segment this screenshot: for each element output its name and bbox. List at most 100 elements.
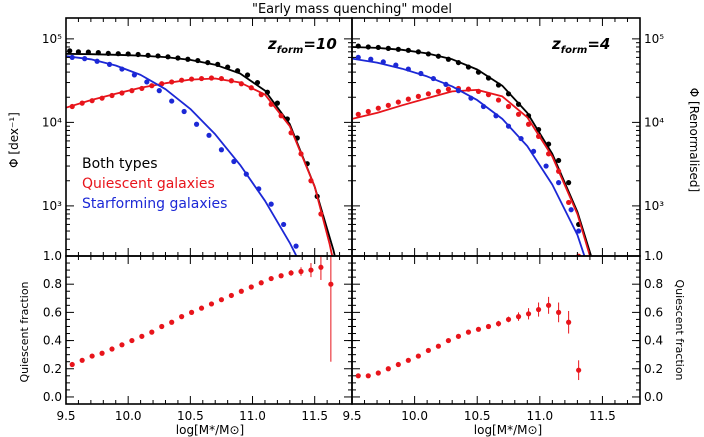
data-point-quiescent-fraction [69, 361, 75, 368]
data-point-quiescent-fraction [455, 333, 462, 339]
y-tick-label: 0.0 [644, 390, 663, 404]
data-point-quiescent-galaxies [485, 92, 492, 98]
data-point-both-types [405, 47, 411, 53]
y-axis-label-right-bottom: Quiescent fraction [673, 279, 686, 380]
data-point-starforming-galaxies [380, 59, 386, 65]
data-point-starforming-galaxies [281, 221, 287, 228]
panel-frame [351, 255, 641, 405]
data-point-quiescent-fraction [535, 306, 542, 313]
data-point-quiescent-fraction [129, 337, 135, 344]
legend-item-quiescent: Quiescent galaxies [82, 176, 215, 192]
data-point-starforming-galaxies [231, 158, 237, 165]
data-point-quiescent-galaxies [238, 81, 244, 87]
y-tick-label: 1.0 [43, 249, 62, 263]
y-tick-label: 0.8 [644, 277, 663, 291]
panel-top-right: 10³ 10⁴ 10⁵ [351, 17, 664, 257]
data-point-both-types [105, 50, 111, 57]
data-point-quiescent-galaxies [395, 99, 401, 105]
data-point-quiescent-galaxies [525, 121, 532, 127]
x-tick-label: 10.0 [401, 409, 428, 423]
data-point-starforming-galaxies [193, 121, 200, 127]
data-point-starforming-galaxies [543, 163, 549, 169]
data-point-quiescent-fraction [238, 288, 244, 294]
data-point-quiescent-galaxies [475, 88, 482, 94]
data-point-starforming-galaxies [82, 56, 88, 62]
data-point-quiescent-fraction [566, 319, 572, 325]
data-point-quiescent-galaxies [159, 81, 165, 87]
data-point-quiescent-fraction [208, 301, 215, 307]
data-point-both-types [535, 126, 542, 133]
data-point-quiescent-galaxies [505, 103, 512, 110]
data-point-quiescent-fraction [465, 329, 472, 335]
data-point-starforming-galaxies [518, 135, 524, 142]
data-point-quiescent-fraction [485, 323, 492, 330]
data-point-both-types [125, 51, 131, 57]
x-tick-label: 11.0 [239, 409, 266, 423]
data-point-quiescent-fraction [576, 367, 582, 373]
data-point-both-types [395, 46, 401, 52]
data-point-quiescent-galaxies [308, 178, 314, 184]
y-tick-label: 0.4 [644, 334, 663, 348]
data-point-quiescent-fraction [308, 267, 314, 273]
data-point-quiescent-fraction [179, 314, 185, 320]
data-point-starforming-galaxies [106, 61, 113, 67]
data-point-both-types [375, 44, 381, 51]
data-point-both-types [175, 55, 181, 61]
data-point-quiescent-fraction [495, 321, 502, 327]
data-point-quiescent-galaxies [556, 168, 562, 174]
data-point-starforming-galaxies [468, 95, 474, 101]
y-tick-label: 1.0 [644, 249, 663, 263]
data-point-quiescent-galaxies [248, 85, 254, 91]
data-point-quiescent-galaxies [258, 92, 264, 98]
data-point-starforming-galaxies [443, 81, 449, 88]
data-point-quiescent-galaxies [89, 98, 95, 104]
model-curve-quiescent-galaxies [66, 77, 334, 256]
data-point-starforming-galaxies [293, 243, 299, 249]
data-point-quiescent-fraction [395, 361, 401, 368]
data-point-starforming-galaxies [181, 108, 187, 115]
data-point-quiescent-galaxies [198, 75, 205, 82]
panel-bottom-left: 9.5 10.0 10.5 11.0 11.5 0.0 0.2 0.4 0.6 0.8 1.0 [43, 249, 353, 423]
data-point-quiescent-galaxies [278, 113, 284, 119]
y-tick-label: 10³ [644, 199, 664, 213]
data-point-quiescent-fraction [415, 353, 421, 359]
data-point-starforming-galaxies [368, 56, 374, 62]
data-point-quiescent-fraction [545, 302, 552, 308]
model-curve-quiescent-galaxies [352, 89, 591, 256]
data-point-quiescent-fraction [355, 373, 361, 379]
data-point-starforming-galaxies [576, 228, 582, 234]
panel-frame [351, 17, 641, 257]
y-tick-label: 0.6 [43, 305, 62, 319]
plot-area [66, 48, 336, 277]
data-point-quiescent-fraction [556, 309, 562, 315]
plot-area [352, 43, 593, 256]
data-point-quiescent-fraction [169, 319, 175, 325]
data-point-both-types [195, 57, 201, 64]
data-point-starforming-galaxies [418, 70, 424, 77]
data-point-quiescent-galaxies [355, 111, 361, 117]
data-point-both-types [185, 56, 191, 62]
data-point-quiescent-fraction [425, 347, 431, 354]
data-point-quiescent-fraction [79, 357, 85, 363]
y-tick-label: 0.4 [43, 334, 62, 348]
data-point-quiescent-galaxies [288, 130, 294, 136]
data-point-both-types [95, 49, 101, 56]
data-point-quiescent-galaxies [218, 75, 225, 82]
data-point-both-types [505, 91, 512, 97]
data-point-quiescent-galaxies [318, 211, 324, 217]
y-axis-label-right-top: Φ [Renormalised] [687, 88, 701, 192]
data-point-quiescent-fraction [139, 333, 145, 339]
data-point-quiescent-galaxies [365, 108, 371, 115]
x-tick-label: 11.5 [301, 409, 328, 423]
data-point-quiescent-fraction [119, 342, 125, 348]
data-point-quiescent-fraction [435, 343, 441, 349]
data-point-quiescent-galaxies [129, 88, 135, 94]
data-point-both-types [415, 49, 421, 55]
legend-item-starforming: Starforming galaxies [82, 196, 227, 212]
data-point-both-types [556, 157, 562, 164]
data-point-starforming-galaxies [306, 272, 311, 277]
data-point-both-types [145, 52, 151, 58]
data-point-starforming-galaxies [493, 113, 499, 119]
data-point-starforming-galaxies [256, 186, 262, 192]
y-tick-label: 0.2 [644, 362, 663, 376]
